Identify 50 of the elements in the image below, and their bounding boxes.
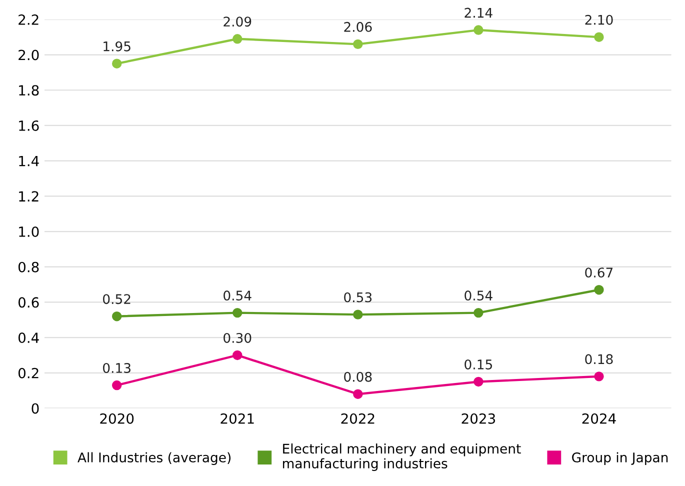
data-label: 2.14 bbox=[464, 8, 492, 18]
x-tick-label: 2022 bbox=[341, 413, 374, 424]
y-tick-label: 2.0 bbox=[18, 50, 39, 60]
data-label: 0.18 bbox=[585, 354, 613, 364]
data-label: 0.52 bbox=[103, 294, 130, 304]
point bbox=[232, 350, 242, 360]
y-tick-label: 0.4 bbox=[18, 332, 39, 344]
point bbox=[232, 308, 242, 318]
data-label: 0.54 bbox=[224, 290, 252, 301]
y-tick-label: 0.8 bbox=[18, 262, 39, 272]
data-label: 0.13 bbox=[103, 363, 130, 373]
legend-label: Group in Japan bbox=[572, 452, 668, 465]
data-label: 2.09 bbox=[224, 16, 252, 27]
data-label: 2.10 bbox=[585, 14, 613, 25]
data-label: 0.53 bbox=[344, 292, 372, 302]
point bbox=[353, 39, 363, 50]
y-tick-label: 1.0 bbox=[19, 226, 39, 237]
y-tick-label: 0.6 bbox=[18, 297, 39, 308]
data-label: 1.95 bbox=[104, 41, 130, 52]
point bbox=[594, 32, 604, 42]
data-label: 0.08 bbox=[344, 372, 372, 382]
data-label: 0.67 bbox=[585, 268, 613, 278]
y-tick-label: 0.2 bbox=[18, 368, 38, 378]
y-tick-label: 1.6 bbox=[19, 120, 39, 131]
legend-label: Electrical machinery and equipment manufacturing industries bbox=[282, 443, 521, 471]
point bbox=[353, 310, 363, 320]
data-label: 0.54 bbox=[464, 290, 492, 301]
point bbox=[474, 25, 484, 35]
x-tick-label: 2024 bbox=[582, 413, 616, 424]
point bbox=[353, 389, 363, 399]
y-tick-label: 1.8 bbox=[19, 85, 39, 96]
x-tick-label: 2023 bbox=[462, 413, 496, 424]
point bbox=[474, 376, 484, 387]
data-label: 0.30 bbox=[224, 332, 252, 343]
y-tick-label: 2.2 bbox=[18, 14, 38, 25]
point bbox=[232, 34, 242, 44]
point bbox=[474, 308, 484, 318]
y-tick-label: 1.4 bbox=[19, 156, 39, 166]
y-tick-label: 1.2 bbox=[19, 191, 38, 202]
point bbox=[112, 58, 122, 68]
x-tick-label: 2021 bbox=[220, 413, 254, 424]
point bbox=[594, 372, 604, 382]
point bbox=[594, 284, 604, 295]
data-label: 0.15 bbox=[464, 359, 492, 370]
legend-label: All Industries (average) bbox=[78, 452, 231, 465]
data-label: 2.06 bbox=[344, 22, 372, 32]
point bbox=[112, 380, 122, 390]
y-tick-label: 0 bbox=[32, 403, 39, 414]
point bbox=[112, 311, 122, 322]
x-tick-label: 2020 bbox=[100, 413, 134, 424]
